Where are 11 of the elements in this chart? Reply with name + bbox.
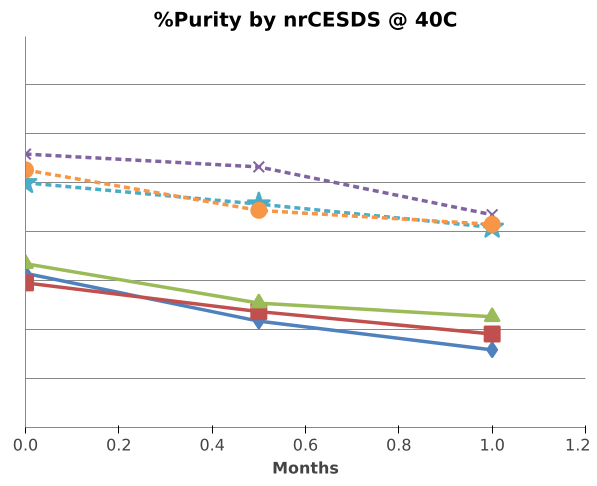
point — [486, 341, 498, 358]
x-tick-label: 1.0 — [479, 436, 505, 454]
x-axis-title: Months — [272, 458, 339, 478]
x-tick-label: 0.0 — [12, 436, 38, 454]
chart-title: %Purity by nrCESDS @ 40C — [154, 8, 458, 32]
x-tick-label: 1.2 — [565, 436, 591, 454]
x-tick-label: 0.4 — [199, 436, 225, 454]
x-tick-label: 0.6 — [292, 436, 318, 454]
x-tick-label: 0.8 — [386, 436, 412, 454]
point — [484, 325, 501, 342]
x-tick-label: 0.2 — [106, 436, 132, 454]
